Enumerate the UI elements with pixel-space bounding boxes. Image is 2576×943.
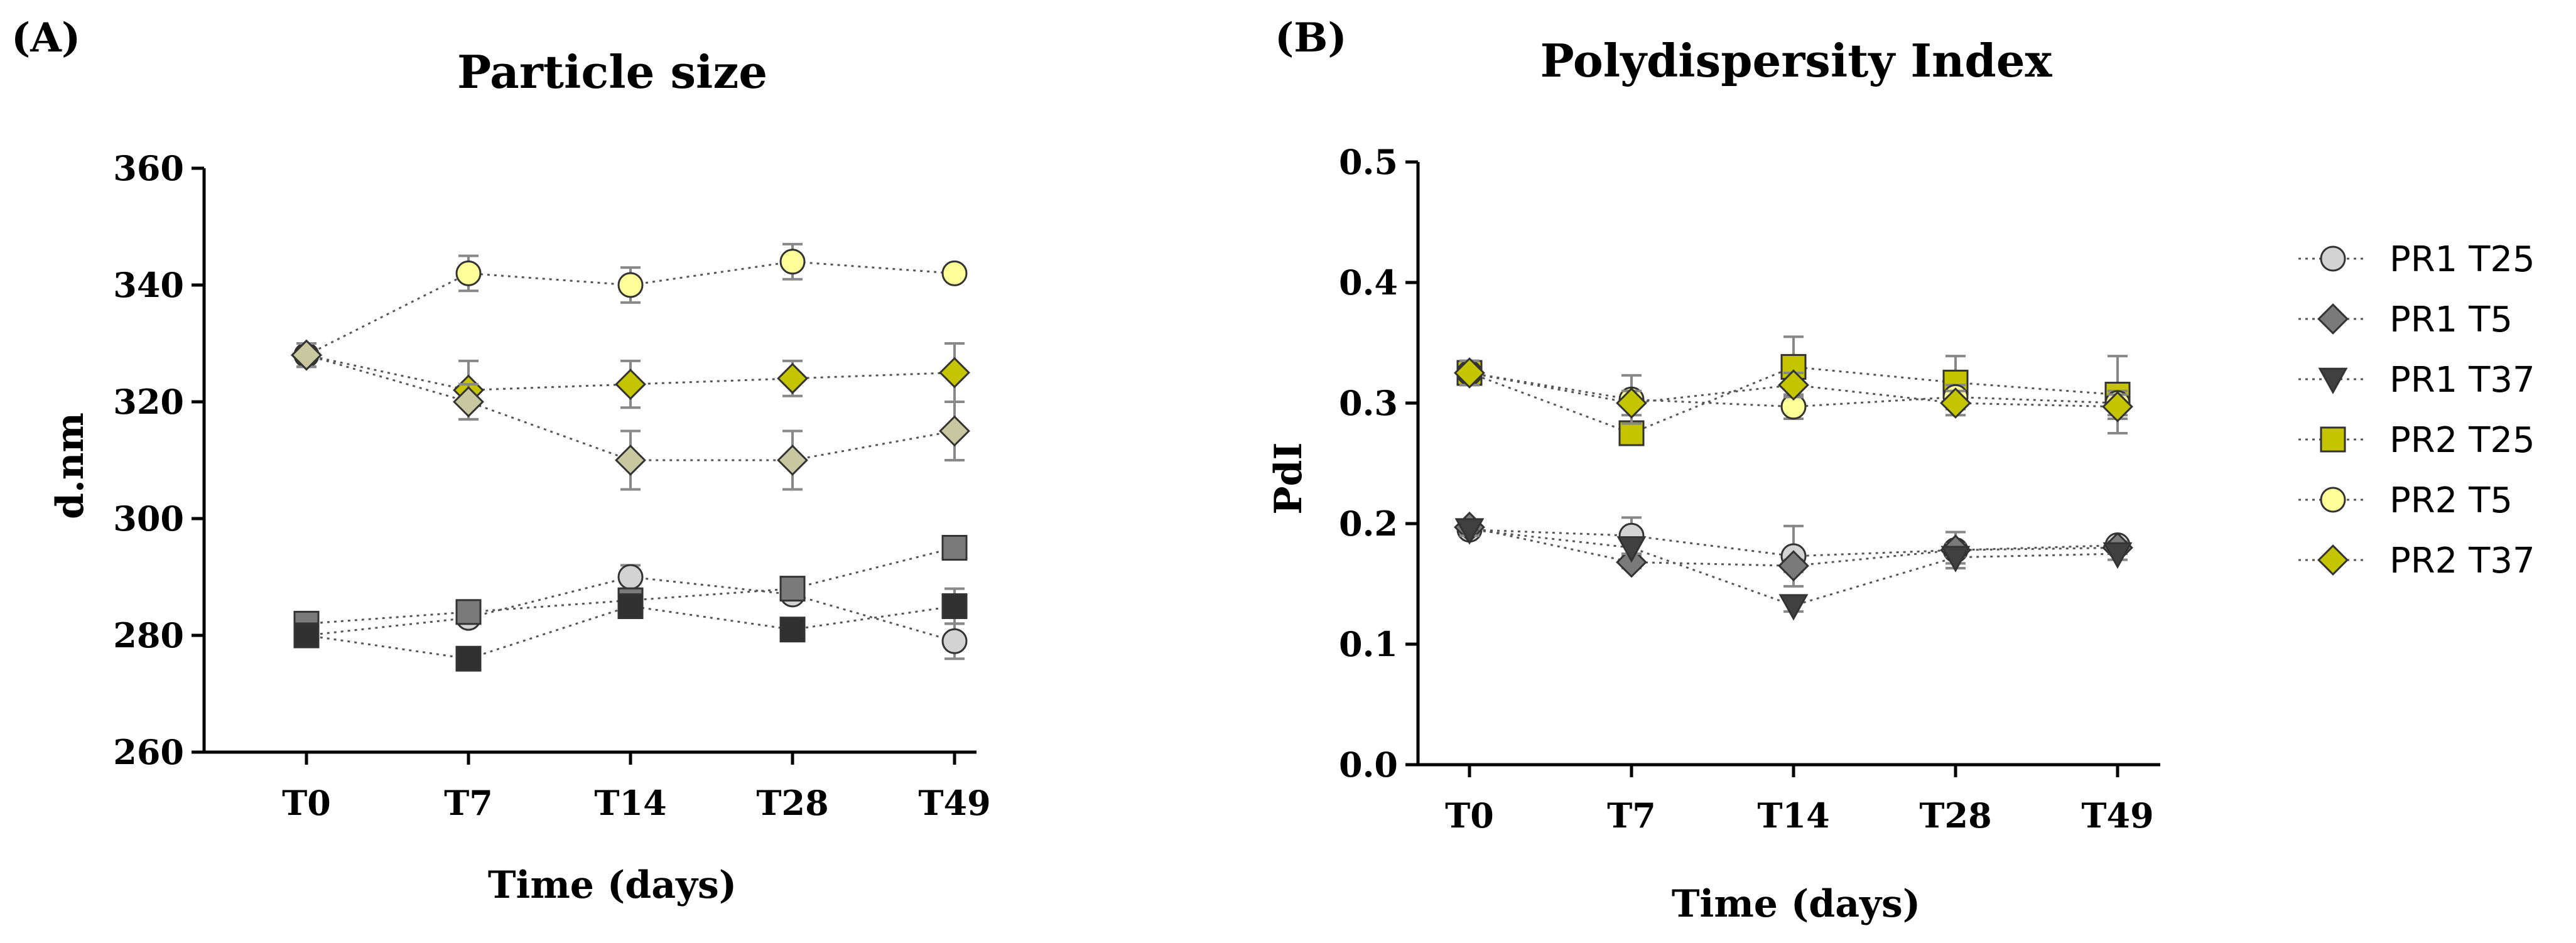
legend-marker [2317,544,2349,576]
chart-b-ylabel: PdI [1267,442,1311,514]
chart-a-data-point [291,339,322,371]
legend-marker [2320,426,2346,453]
chart-b-xlabel: Time (days) [1672,882,1920,926]
chart-a-ylabel: d.nm [48,412,92,519]
panel-b-letter: (B) [1275,14,1347,62]
chart-b-data-point [1778,369,1809,401]
chart-a-y-tick-label: 320 [113,382,184,422]
chart-a-x-tick-label: T49 [918,783,990,823]
chart-b-y-tick-label: 0.2 [1339,504,1398,544]
legend-marker [2317,303,2349,335]
legend-label: PR2 T37 [2389,541,2535,581]
legend-label: PR1 T5 [2389,299,2513,340]
chart-b-y-tick-label: 0.4 [1339,262,1398,303]
chart-b-y-tick-label: 0.1 [1339,624,1398,664]
chart-a-series-line [306,261,955,356]
chart-a-x-tick-label: T0 [282,783,331,823]
chart-a-data-point [941,628,968,654]
chart-a-plot: 260 280 300 320 340 360 T0 T7 T14 T28 T49 [113,148,990,823]
chart-a-data-point [455,645,482,672]
chart-a-x-tick-label: T7 [444,783,493,823]
legend-marker [2318,367,2348,394]
chart-a-title: Particle size [457,45,767,99]
chart-b-data-point [1778,594,1809,621]
chart-a-xlabel: Time (days) [488,863,737,907]
chart-b-data-point [2102,391,2133,423]
chart-a-data-point [617,593,644,619]
chart-a-data-point [779,249,806,275]
chart-a-data-point [777,445,808,476]
chart-a-data-point [939,415,970,447]
chart-b-y-tick-label: 0.0 [1339,745,1398,785]
legend-label: PR1 T37 [2389,360,2535,401]
chart-a-data-point [779,617,806,643]
chart-a-data-point [941,260,968,286]
chart-b-data-point [1454,357,1485,389]
chart-a-x-tick-label: T28 [756,783,828,823]
chart-b-data-point [1940,546,1971,573]
chart-b-title: Polydispersity Index [1540,34,2053,87]
chart-a-data-point [455,599,482,625]
chart-b-y-tick-label: 0.5 [1339,142,1398,182]
chart-a-data-point [455,260,482,286]
chart-b-y-tick-label: 0.3 [1339,383,1398,423]
chart-b-data-point [2102,542,2133,569]
chart-a-data-point [453,386,484,418]
chart-b-x-tick-label: T28 [1919,795,1991,836]
chart-a-data-point [941,593,968,619]
chart-b-plot: 0.0 0.1 0.2 0.3 0.4 0.5 T0 T7 T14 T28 T49 [1339,142,2160,836]
legend-marker [2320,487,2346,513]
chart-a-data-point [617,272,644,298]
chart-b-data-point [1618,420,1645,446]
legend-label: PR2 T5 [2389,480,2513,521]
chart-a-y-tick-label: 300 [113,498,184,539]
chart-a-data-point [293,622,320,649]
chart-a-data-point [617,564,644,590]
panel-a-letter: (A) [11,14,80,62]
chart-a-x-tick-label: T14 [594,783,666,823]
chart-a-y-tick-label: 280 [113,615,184,655]
chart-b-data-point [1940,387,1971,419]
chart-b-x-tick-label: T0 [1445,795,1494,836]
chart-a-y-tick-label: 360 [113,148,184,188]
legend: PR1 T25 PR1 T5 PR1 T37 PR2 T25 PR2 T5 PR2 T37 [2298,239,2535,581]
chart-a-y-tick-label: 260 [113,732,184,772]
chart-b-x-tick-label: T14 [1757,795,1829,836]
chart-a-data-point [777,362,808,394]
chart-a-data-point [939,357,970,389]
legend-marker [2320,245,2346,272]
chart-a-data-point [615,369,646,401]
chart-a-data-point [615,445,646,476]
chart-b-data-point [1616,387,1647,419]
chart-b-x-tick-label: T7 [1607,795,1656,836]
chart-a-data-point [941,535,968,561]
chart-b-data-point [1778,550,1809,582]
chart-a-y-tick-label: 340 [113,265,184,305]
chart-b-data-point [1616,536,1647,563]
chart-a-data-point [779,576,806,602]
chart-b-data-point [1454,518,1485,545]
legend-label: PR2 T25 [2389,420,2535,461]
chart-b-x-tick-label: T49 [2081,795,2153,836]
legend-label: PR1 T25 [2389,239,2535,280]
